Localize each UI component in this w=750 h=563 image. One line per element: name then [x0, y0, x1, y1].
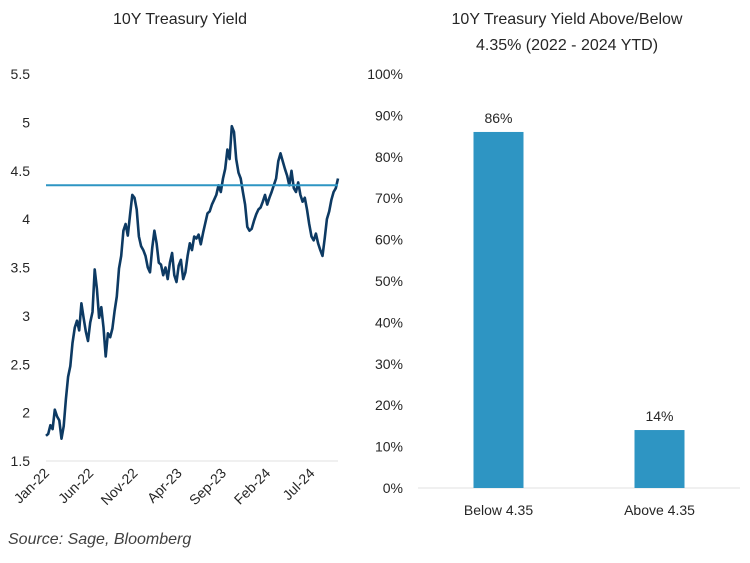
bar-chart-y-axis: 0% 10% 20% 30% 40% 50% 60% 70% 80% 90% 100% [367, 66, 403, 496]
line-x-tick-label: Sep-23 [186, 465, 229, 508]
bar-below-4-35 [473, 131, 524, 488]
line-chart-x-axis: Jan-22 Jun-22 Nov-22 Apr-23 Sep-23 Feb-24 Jul-… [11, 465, 318, 508]
bar-above-4-35 [634, 430, 685, 488]
line-chart-title: 10Y Treasury Yield [113, 11, 247, 28]
bar-y-tick-label: 90% [375, 107, 403, 123]
bar-chart-title-line-2: 4.35% (2022 - 2024 YTD) [476, 37, 658, 54]
line-x-tick-label: Feb-24 [231, 465, 274, 508]
line-x-tick-label: Jul-24 [279, 465, 317, 503]
bar-chart-title-line-1: 10Y Treasury Yield Above/Below [452, 11, 683, 28]
yield-line [45, 124, 340, 441]
line-y-tick-label: 4.5 [11, 163, 31, 179]
bar-x-tick-label: Below 4.35 [464, 502, 533, 518]
bar-y-tick-label: 100% [367, 66, 403, 82]
line-y-tick-label: 5 [22, 114, 30, 130]
bar-data-label: 14% [645, 408, 673, 424]
bar-y-tick-label: 80% [375, 149, 403, 165]
bar-y-tick-label: 50% [375, 273, 403, 289]
source-note: Source: Sage, Bloomberg [8, 531, 192, 548]
bar-y-tick-label: 0% [383, 480, 403, 496]
bar-chart: 10Y Treasury Yield Above/Below 4.35% (20… [367, 11, 740, 518]
line-chart-y-axis: 1.5 2 2.5 3 3.5 4 4.5 5 5.5 [11, 66, 31, 469]
bar-chart-x-axis: Below 4.35 Above 4.35 [464, 502, 695, 518]
line-y-tick-label: 4 [22, 211, 30, 227]
bar-y-tick-label: 10% [375, 439, 403, 455]
bar-y-tick-label: 60% [375, 232, 403, 248]
line-y-tick-label: 5.5 [11, 66, 31, 82]
line-y-tick-label: 1.5 [11, 453, 31, 469]
line-x-tick-label: Nov-22 [97, 465, 140, 508]
bar-chart-bars: 86% 14% [473, 110, 685, 488]
line-x-tick-label: Jun-22 [55, 465, 97, 507]
line-y-tick-label: 3 [22, 308, 30, 324]
line-y-tick-label: 3.5 [11, 260, 31, 276]
bar-y-tick-label: 20% [375, 397, 403, 413]
bar-y-tick-label: 40% [375, 314, 403, 330]
bar-y-tick-label: 30% [375, 356, 403, 372]
line-y-tick-label: 2 [22, 405, 30, 421]
bar-y-tick-label: 70% [375, 190, 403, 206]
line-y-tick-label: 2.5 [11, 356, 31, 372]
bar-data-label: 86% [484, 110, 512, 126]
line-x-tick-label: Jan-22 [11, 465, 53, 507]
line-chart: 10Y Treasury Yield 1.5 2 2.5 3 3.5 4 4.5 5 5.5 J… [11, 11, 340, 508]
line-x-tick-label: Apr-23 [144, 465, 185, 506]
bar-x-tick-label: Above 4.35 [624, 502, 695, 518]
